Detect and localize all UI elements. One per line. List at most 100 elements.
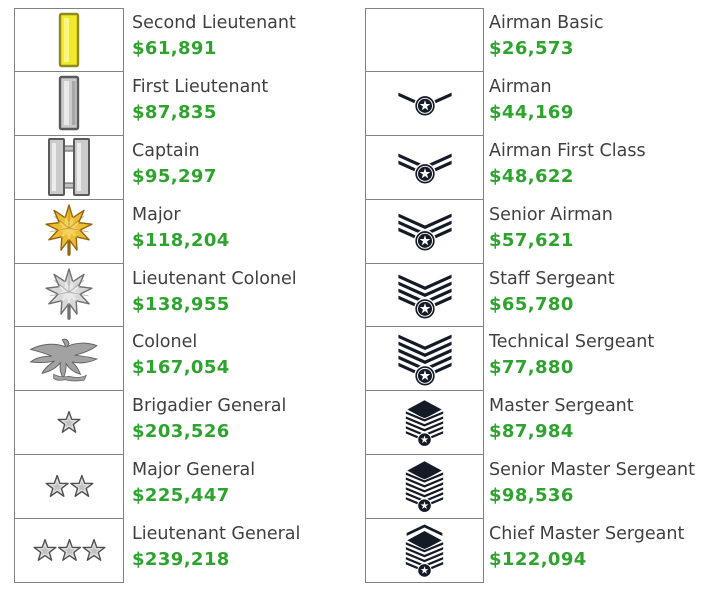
airman-first-class-chevron-icon xyxy=(395,149,455,186)
rank-name: Staff Sergeant xyxy=(489,268,615,289)
rank-row: Airman $44,169 xyxy=(365,71,695,136)
rank-text-block: Airman $44,169 xyxy=(484,72,574,136)
gold-bar-icon xyxy=(37,10,101,70)
rank-text-block: Major General $225,447 xyxy=(124,455,255,519)
rank-text-block: Senior Master Sergeant $98,536 xyxy=(484,455,695,519)
rank-text-block: Chief Master Sergeant $122,094 xyxy=(484,519,684,583)
rank-text-block: Technical Sergeant $77,880 xyxy=(484,327,654,391)
rank-name: Airman Basic xyxy=(489,13,604,33)
chief-master-sergeant-chevron-icon xyxy=(399,523,450,579)
rank-row: Major General $225,447 xyxy=(14,455,300,520)
rank-salary: $57,621 xyxy=(489,229,574,251)
rank-salary: $203,526 xyxy=(132,421,230,443)
rank-text-block: Captain $95,297 xyxy=(124,136,217,200)
insignia-cell xyxy=(14,71,124,136)
insignia-cell xyxy=(365,327,484,392)
rank-name: Captain xyxy=(132,140,200,161)
rank-name: Lieutenant Colonel xyxy=(132,268,297,289)
rank-salary: $77,880 xyxy=(489,357,574,379)
rank-row: Major $118,204 xyxy=(14,199,300,264)
double-silver-bars-icon xyxy=(37,136,101,198)
rank-row: Senior Master Sergeant $98,536 xyxy=(365,455,695,520)
three-stars-icon xyxy=(31,536,108,566)
rank-salary: $98,536 xyxy=(489,485,574,507)
silver-bar-icon xyxy=(37,73,101,133)
insignia-cell xyxy=(14,8,124,72)
senior-airman-chevron-icon xyxy=(395,209,455,253)
rank-salary: $225,447 xyxy=(132,485,230,507)
insignia-cell xyxy=(365,391,484,456)
rank-name: Second Lieutenant xyxy=(132,13,296,33)
rank-salary: $122,094 xyxy=(489,549,587,571)
rank-name: Airman xyxy=(489,76,552,97)
rank-name: Senior Master Sergeant xyxy=(489,460,695,481)
rank-row: Lieutenant Colonel $138,955 xyxy=(14,263,300,328)
gold-oak-leaf-icon xyxy=(41,204,97,258)
rank-name: Major General xyxy=(132,460,256,481)
rank-text-block: Colonel $167,054 xyxy=(124,327,230,391)
rank-name: Chief Master Sergeant xyxy=(489,524,685,545)
insignia-cell xyxy=(365,71,484,136)
rank-salary: $65,780 xyxy=(489,293,574,315)
rank-text-block: Senior Airman $57,621 xyxy=(484,200,613,264)
rank-name: Master Sergeant xyxy=(489,396,634,417)
technical-sergeant-chevron-icon xyxy=(395,330,455,388)
rank-row: Lieutenant General $239,218 xyxy=(14,519,300,584)
rank-salary: $95,297 xyxy=(132,165,217,187)
rank-name: First Lieutenant xyxy=(132,76,269,97)
rank-row: Staff Sergeant $65,780 xyxy=(365,263,695,328)
insignia-cell xyxy=(14,199,124,264)
one-star-icon xyxy=(55,408,83,438)
rank-text-block: Airman First Class $48,622 xyxy=(484,136,646,200)
rank-salary: $167,054 xyxy=(132,357,230,379)
rank-row: Airman First Class $48,622 xyxy=(365,135,695,200)
staff-sergeant-chevron-icon xyxy=(395,270,455,321)
rank-text-block: Second Lieutenant $61,891 xyxy=(124,8,296,72)
airman-chevron-icon xyxy=(395,88,455,118)
insignia-cell xyxy=(365,263,484,328)
insignia-cell xyxy=(14,391,124,456)
officer-column: Second Lieutenant $61,891 First Lieutena… xyxy=(14,8,300,584)
rank-text-block: Airman Basic $26,573 xyxy=(484,8,603,72)
silver-oak-leaf-icon xyxy=(41,268,97,322)
rank-row: Colonel $167,054 xyxy=(14,327,300,392)
insignia-cell xyxy=(14,519,124,584)
rank-text-block: First Lieutenant $87,835 xyxy=(124,72,268,136)
rank-name: Lieutenant General xyxy=(132,524,301,545)
insignia-cell xyxy=(365,455,484,520)
rank-salary: $118,204 xyxy=(132,229,230,251)
rank-name: Colonel xyxy=(132,332,198,353)
senior-master-sergeant-chevron-icon xyxy=(399,459,450,514)
rank-row: Chief Master Sergeant $122,094 xyxy=(365,519,695,584)
insignia-cell xyxy=(365,519,484,584)
rank-salary: $44,169 xyxy=(489,101,574,123)
insignia-cell xyxy=(365,199,484,264)
two-stars-icon xyxy=(43,472,96,502)
insignia-cell xyxy=(14,455,124,520)
rank-row: Captain $95,297 xyxy=(14,135,300,200)
insignia-cell xyxy=(14,327,124,392)
rank-name: Senior Airman xyxy=(489,204,613,225)
rank-salary: $239,218 xyxy=(132,549,230,571)
rank-row: Master Sergeant $87,984 xyxy=(365,391,695,456)
rank-name: Technical Sergeant xyxy=(489,332,655,353)
rank-row: Brigadier General $203,526 xyxy=(14,391,300,456)
rank-name: Brigadier General xyxy=(132,396,287,417)
enlisted-column: Airman Basic $26,573 Airman $44,169 Airm… xyxy=(365,8,695,584)
rank-row: First Lieutenant $87,835 xyxy=(14,71,300,136)
rank-row: Technical Sergeant $77,880 xyxy=(365,327,695,392)
rank-salary: $61,891 xyxy=(132,38,217,59)
rank-salary: $138,955 xyxy=(132,293,230,315)
insignia-cell xyxy=(14,263,124,328)
rank-salary: $48,622 xyxy=(489,165,574,187)
rank-row: Senior Airman $57,621 xyxy=(365,199,695,264)
rank-salary: $87,835 xyxy=(132,101,217,123)
insignia-cell xyxy=(365,8,484,72)
rank-row: Second Lieutenant $61,891 xyxy=(14,8,300,72)
rank-text-block: Lieutenant General $239,218 xyxy=(124,519,300,583)
rank-name: Major xyxy=(132,204,181,225)
rank-row: Airman Basic $26,573 xyxy=(365,8,695,72)
rank-salary: $87,984 xyxy=(489,421,574,443)
rank-text-block: Master Sergeant $87,984 xyxy=(484,391,634,455)
